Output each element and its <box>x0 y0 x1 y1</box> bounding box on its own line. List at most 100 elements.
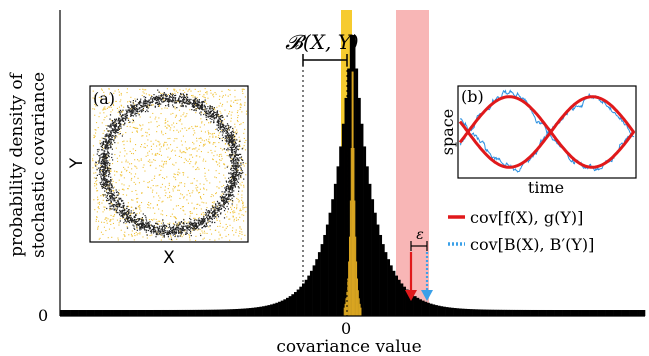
uniform-point <box>142 108 144 110</box>
ring-point <box>205 114 207 116</box>
uniform-point <box>226 216 228 218</box>
black-hist-bar <box>187 309 191 316</box>
uniform-point <box>102 194 104 196</box>
ring-point <box>206 225 208 227</box>
ring-point <box>227 147 229 149</box>
uniform-point <box>125 132 127 134</box>
uniform-point <box>105 175 107 177</box>
ring-point <box>107 144 109 146</box>
uniform-point <box>106 155 108 157</box>
uniform-point <box>205 202 207 204</box>
ring-point <box>228 189 231 191</box>
ring-point <box>191 103 193 105</box>
ring-point <box>99 143 102 145</box>
uniform-point <box>218 105 220 107</box>
ring-point <box>225 190 227 192</box>
uniform-point <box>99 237 101 239</box>
uniform-point <box>137 233 139 235</box>
ring-point <box>107 163 109 165</box>
ring-point <box>172 100 174 102</box>
ring-point <box>143 224 145 226</box>
ring-point <box>232 185 234 187</box>
black-hist-bar <box>373 212 377 316</box>
uniform-point <box>101 122 103 124</box>
ring-point <box>241 173 243 175</box>
ring-point <box>95 162 97 164</box>
uniform-point <box>123 177 125 179</box>
ring-point <box>232 174 234 176</box>
ring-point <box>240 168 242 170</box>
ring-point <box>241 170 243 172</box>
ring-point <box>236 145 238 147</box>
ring-point <box>155 232 157 234</box>
ring-point <box>130 115 132 117</box>
uniform-point <box>107 167 109 169</box>
ring-point <box>114 126 117 128</box>
ring-point <box>170 228 172 230</box>
ring-point <box>139 229 141 231</box>
uniform-point <box>167 120 169 122</box>
ring-point <box>215 209 217 211</box>
uniform-point <box>95 129 97 131</box>
ring-point <box>228 181 230 183</box>
ring-point <box>127 217 129 219</box>
black-hist-bar <box>509 309 513 316</box>
ring-point <box>172 93 174 95</box>
ring-point <box>164 232 166 234</box>
uniform-point <box>123 144 125 146</box>
ring-point <box>190 98 192 101</box>
uniform-point <box>189 192 191 194</box>
ring-point <box>104 158 106 160</box>
ring-point <box>96 174 98 176</box>
ring-point <box>108 138 111 140</box>
ring-point <box>117 129 119 131</box>
ring-point <box>232 140 235 142</box>
ring-point <box>157 105 159 107</box>
black-hist-bar <box>461 308 465 316</box>
uniform-point <box>114 211 116 213</box>
ring-point <box>153 225 155 227</box>
ring-point <box>151 96 153 98</box>
ring-point <box>107 130 109 132</box>
ring-point <box>229 144 231 146</box>
uniform-point <box>208 142 210 144</box>
ring-point <box>158 91 160 93</box>
ring-point <box>113 121 115 123</box>
ring-point <box>109 198 112 200</box>
ring-point <box>99 171 101 173</box>
ring-point <box>144 101 146 103</box>
ring-point <box>166 230 168 232</box>
uniform-point <box>180 193 182 195</box>
black-hist-bar <box>94 310 98 316</box>
ring-point <box>208 113 210 115</box>
uniform-point <box>187 190 189 192</box>
ring-point <box>229 195 231 197</box>
ring-point <box>224 197 226 199</box>
uniform-point <box>242 122 244 124</box>
uniform-point <box>239 104 241 106</box>
uniform-point <box>115 100 117 102</box>
ring-point <box>114 205 116 207</box>
black-hist-bar <box>559 310 563 316</box>
ring-point <box>145 225 147 227</box>
ring-point <box>126 115 128 117</box>
ring-point <box>217 216 220 218</box>
ring-point <box>225 194 227 196</box>
ring-point <box>113 194 115 196</box>
uniform-point <box>180 140 182 142</box>
ring-point <box>230 181 232 183</box>
uniform-point <box>171 94 173 96</box>
ring-point <box>121 119 123 121</box>
uniform-point <box>236 208 238 210</box>
ring-point <box>130 215 132 217</box>
ring-point <box>111 143 113 145</box>
uniform-point <box>148 219 150 221</box>
black-hist-bar <box>501 309 505 316</box>
ring-point <box>152 100 154 103</box>
ring-point <box>182 100 184 102</box>
uniform-point <box>105 190 107 192</box>
ring-point <box>236 170 238 173</box>
uniform-point <box>151 153 153 155</box>
ring-point <box>124 212 126 214</box>
ring-point <box>161 230 163 232</box>
